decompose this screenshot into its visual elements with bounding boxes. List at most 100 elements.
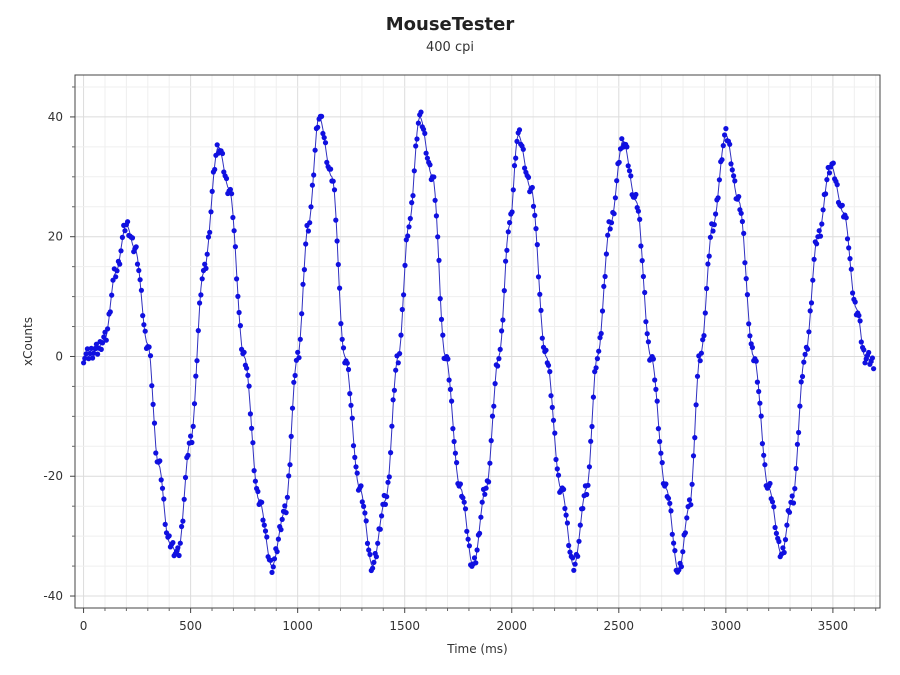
data-point <box>790 500 797 506</box>
data-point <box>492 381 498 387</box>
data-point <box>589 423 595 430</box>
data-point <box>516 127 523 133</box>
x-tick-label: 2000 <box>496 619 527 633</box>
data-point <box>525 174 532 180</box>
data-point <box>545 362 552 368</box>
data-point <box>107 309 113 315</box>
data-point <box>179 523 185 530</box>
data-point <box>352 454 358 460</box>
data-point <box>594 356 601 362</box>
data-point <box>586 464 593 470</box>
data-point <box>814 241 820 247</box>
data-point <box>402 262 408 268</box>
data-point <box>295 349 301 355</box>
data-point <box>672 548 678 554</box>
data-point <box>199 276 205 282</box>
data-point <box>399 306 405 313</box>
data-point <box>871 366 877 372</box>
data-point <box>503 258 509 264</box>
data-point <box>361 503 367 509</box>
data-point <box>759 441 766 447</box>
data-point <box>857 318 863 324</box>
data-point <box>509 209 515 215</box>
data-point <box>337 285 343 291</box>
data-point <box>330 178 336 184</box>
data-point <box>189 439 195 446</box>
data-point <box>479 499 485 505</box>
data-points <box>81 109 877 576</box>
data-point <box>830 160 836 166</box>
data-point <box>505 229 511 235</box>
data-point <box>198 292 204 298</box>
data-point <box>270 564 276 570</box>
data-point <box>612 195 619 201</box>
data-point <box>269 569 275 576</box>
data-point <box>698 350 705 356</box>
data-point <box>286 473 292 479</box>
data-point <box>129 235 136 241</box>
data-point <box>645 339 652 345</box>
data-point <box>244 365 250 371</box>
data-point <box>283 509 289 516</box>
data-point <box>767 480 773 487</box>
data-point <box>577 522 583 528</box>
data-point <box>539 335 545 341</box>
data-point <box>423 150 429 156</box>
data-point <box>157 458 163 464</box>
data-point <box>669 531 675 537</box>
data-point <box>117 261 123 267</box>
data-point <box>537 291 543 297</box>
data-point <box>507 220 513 226</box>
data-point <box>262 528 269 534</box>
data-point <box>802 351 808 357</box>
data-point <box>719 157 725 163</box>
data-point <box>234 276 240 282</box>
data-point <box>87 350 93 357</box>
data-point <box>202 261 208 267</box>
data-point <box>158 477 164 483</box>
data-point <box>452 450 458 456</box>
data-point <box>247 411 253 417</box>
data-point <box>550 417 557 423</box>
data-point <box>547 369 553 375</box>
data-point <box>756 388 762 395</box>
data-point <box>535 274 542 280</box>
data-point <box>182 474 189 481</box>
data-point <box>706 253 712 259</box>
data-point <box>150 401 156 407</box>
data-point <box>608 220 615 226</box>
data-point <box>576 538 582 544</box>
y-tick-label: -20 <box>43 469 63 483</box>
data-point <box>259 499 265 505</box>
data-point <box>435 234 441 240</box>
data-point <box>122 228 128 234</box>
data-point <box>153 450 159 456</box>
data-point <box>113 274 119 280</box>
data-point <box>299 311 305 317</box>
data-point <box>562 505 568 512</box>
data-point <box>566 542 572 549</box>
data-point <box>166 533 172 539</box>
data-point <box>477 530 483 537</box>
data-point <box>205 234 212 240</box>
data-point <box>598 330 604 337</box>
data-point <box>229 191 235 197</box>
data-point <box>193 373 199 379</box>
data-point <box>321 135 327 141</box>
data-point <box>773 530 780 537</box>
data-point <box>538 307 544 313</box>
data-point <box>758 413 764 419</box>
data-point <box>792 486 798 492</box>
data-point <box>88 345 94 351</box>
data-point <box>445 356 451 362</box>
data-point <box>333 217 339 223</box>
data-point <box>732 178 738 184</box>
data-point <box>308 204 314 210</box>
data-point <box>315 124 321 130</box>
data-point <box>642 289 648 296</box>
data-point <box>563 512 569 518</box>
data-point <box>543 347 549 353</box>
data-point <box>366 547 372 553</box>
data-point <box>607 226 613 232</box>
data-point <box>105 326 111 332</box>
